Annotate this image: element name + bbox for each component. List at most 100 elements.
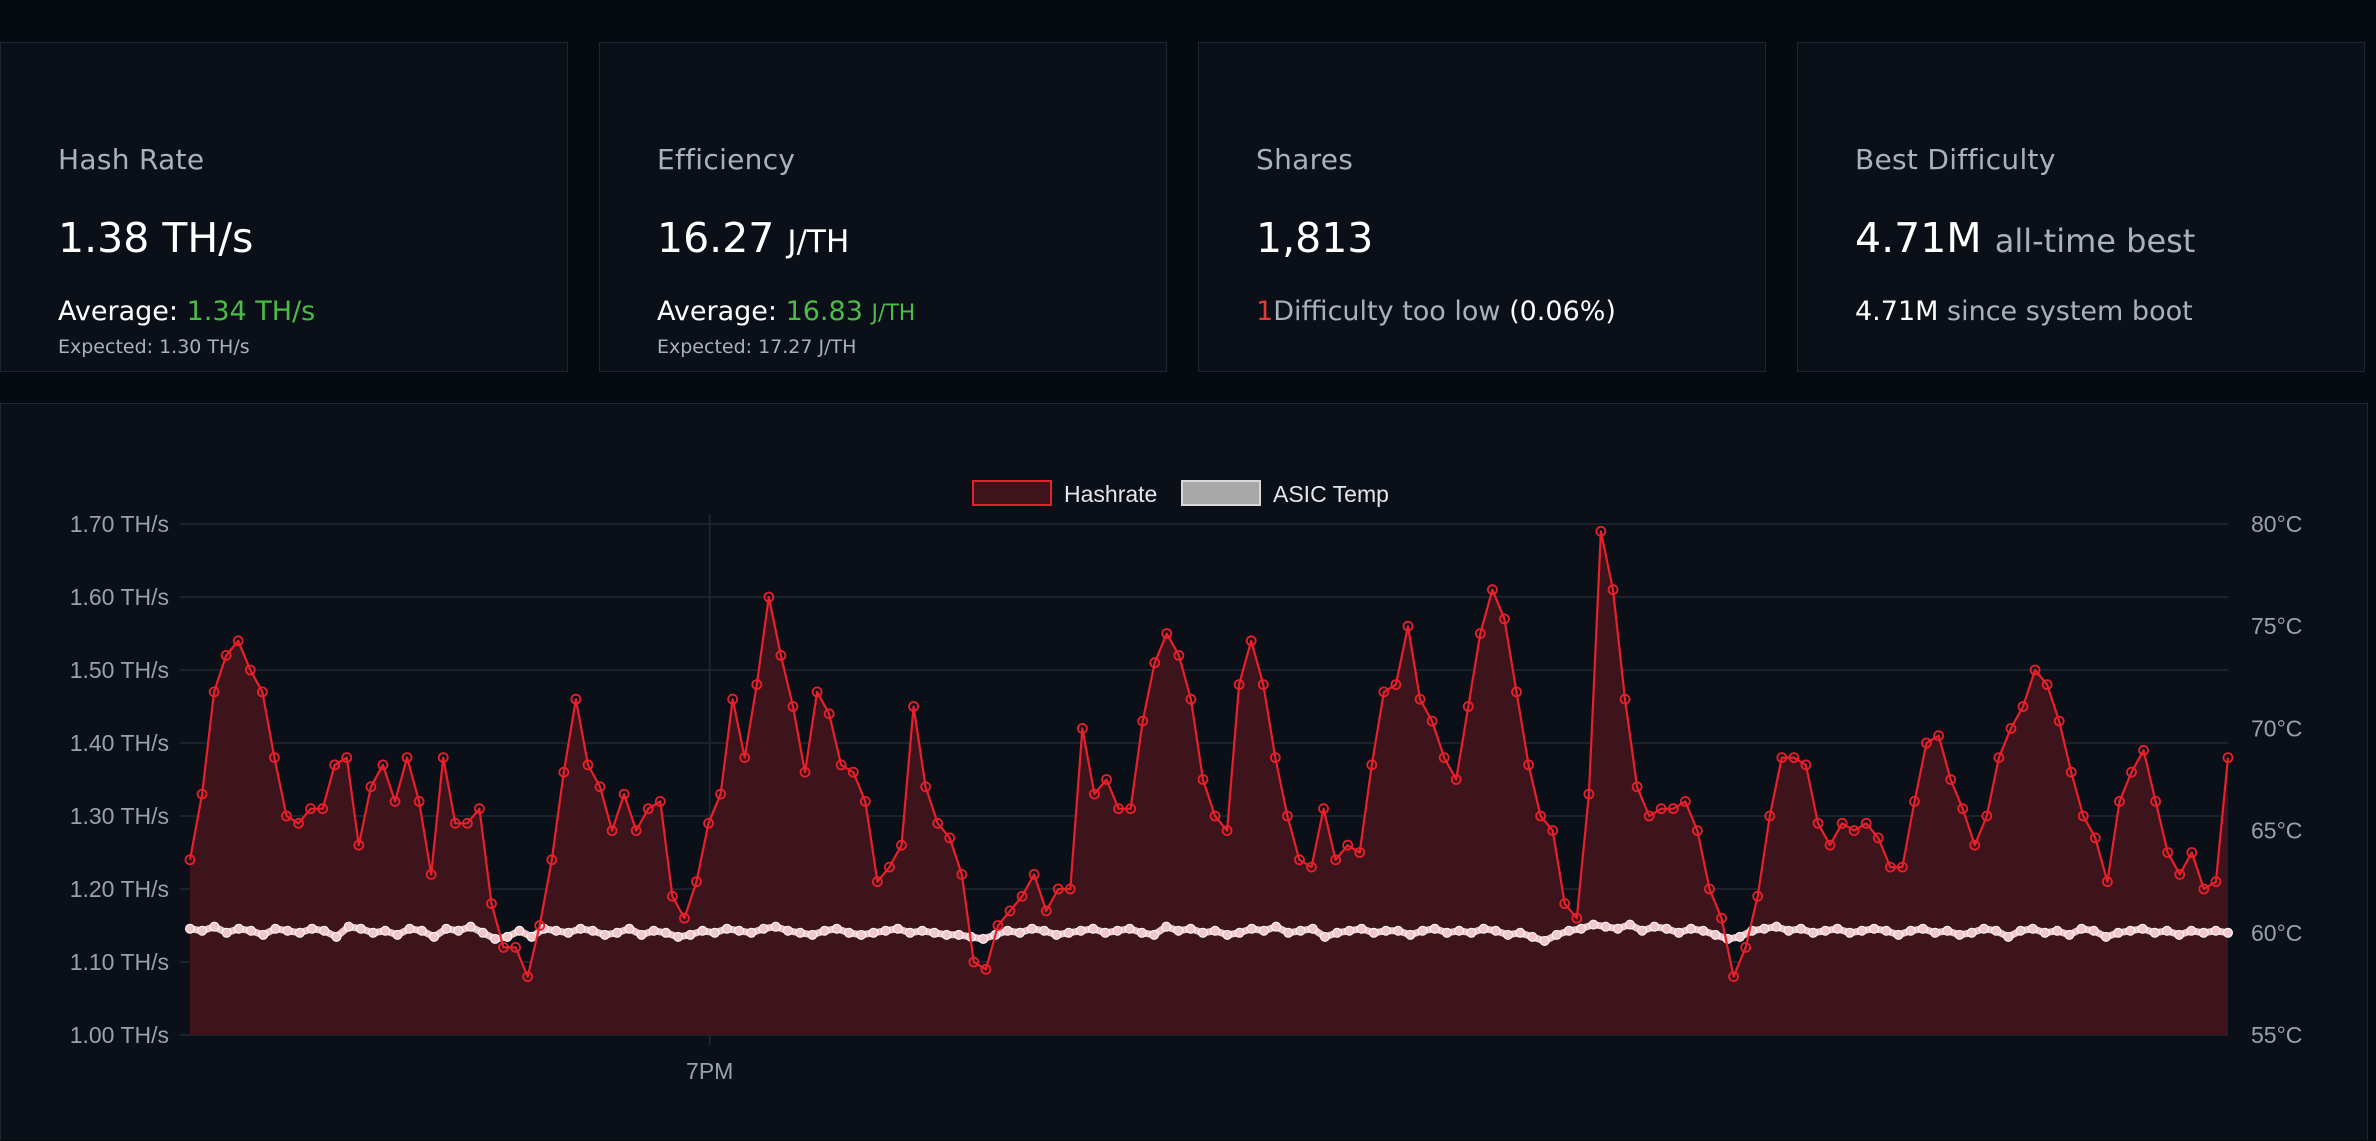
hashrate-point: [1016, 890, 1028, 902]
hashrate-point: [474, 803, 485, 815]
hashrate-point: [1426, 715, 1438, 727]
hashrate-point: [691, 876, 702, 888]
temp-point: [856, 929, 867, 940]
temp-point: [1893, 929, 1904, 940]
temp-point: [795, 927, 806, 938]
temp-point: [526, 931, 537, 942]
hashrate-point: [2186, 847, 2198, 858]
hashrate-point: [1897, 861, 1908, 873]
shares-reject-percent: (0.06%): [1509, 296, 1616, 327]
chart-axes: 1.70 TH/s 1.60 TH/s 1.50 TH/s 1.40 TH/s 1.30…: [70, 511, 2303, 1084]
temp-point: [1136, 927, 1147, 938]
hashrate-point: [1076, 722, 1088, 734]
legend-temp-swatch[interactable]: [1181, 480, 1261, 506]
temp-point: [514, 925, 525, 936]
chart-legend[interactable]: Hashrate ASIC Temp: [972, 480, 1389, 507]
legend-temp-label[interactable]: ASIC Temp: [1273, 481, 1389, 507]
hashrate-point: [1342, 839, 1354, 851]
hashrate-point: [1402, 620, 1414, 632]
hashrate-point: [884, 861, 895, 873]
shares-card: Shares 1,813 1Difficulty too low (0.06%): [1198, 42, 1766, 372]
temp-point: [1490, 925, 1501, 936]
hashrate-point: [534, 920, 546, 931]
hashrate-point: [1052, 883, 1064, 895]
hashrate-point: [2102, 876, 2113, 888]
legend-hashrate-swatch[interactable]: [972, 480, 1052, 506]
hashrate-value: 1.38 TH/s: [58, 214, 254, 262]
temp-point: [1502, 929, 1513, 940]
hashrate-point: [1836, 817, 1848, 829]
temp-point: [404, 923, 415, 934]
hashrate-series: [184, 525, 2234, 982]
hashrate-point: [498, 942, 509, 953]
hashrate-point: [1872, 832, 1884, 844]
hashrate-point: [932, 817, 944, 829]
hashrate-point: [763, 591, 775, 603]
temp-point: [1246, 923, 1257, 934]
hashrate-average-label: Average:: [58, 296, 178, 327]
hashrate-point: [1933, 730, 1944, 742]
temp-point: [648, 925, 659, 936]
hashrate-point: [1547, 825, 1559, 837]
shares-reject-count: 1: [1256, 296, 1274, 327]
hashrate-point: [787, 701, 799, 712]
hashrate-expected: Expected: 1.30 TH/s: [58, 336, 250, 358]
hashrate-point: [1462, 701, 1474, 712]
temp-point: [2223, 927, 2233, 938]
hashrate-point: [220, 649, 232, 661]
hashrate-point: [1655, 803, 1667, 815]
y-right-tick-label: 65°C: [2251, 818, 2302, 844]
temp-point: [1295, 925, 1306, 936]
hashrate-point: [1438, 752, 1450, 764]
temp-point: [1771, 921, 1782, 932]
temp-point: [233, 923, 244, 934]
hashrate-point: [2077, 810, 2089, 822]
hashrate-point: [1993, 752, 2005, 764]
hashrate-point: [1909, 795, 1920, 807]
hashrate-point: [365, 781, 377, 793]
hashrate-point: [1535, 810, 1547, 822]
hashrate-point: [715, 788, 727, 800]
y-left-tick-label: 1.10 TH/s: [70, 949, 169, 975]
temp-point: [587, 925, 598, 936]
temp-point: [282, 925, 293, 936]
hashrate-point: [1595, 525, 1607, 537]
temp-point: [1881, 925, 1892, 936]
temp-point: [1307, 923, 1318, 934]
temp-point: [1478, 923, 1489, 934]
hashrate-point: [1269, 752, 1281, 764]
hashrate-point: [2114, 795, 2125, 807]
temp-point: [880, 925, 891, 936]
hashrate-point: [2174, 868, 2186, 880]
hashrate-point: [1040, 905, 1052, 917]
best-difficulty-value: 4.71M all-time best: [1855, 214, 2195, 262]
hashrate-point: [871, 876, 883, 888]
temp-point: [1991, 925, 2002, 936]
temp-point: [1698, 925, 1709, 936]
temp-point: [1673, 927, 1684, 938]
temp-point: [477, 927, 488, 938]
hashrate-point: [1704, 883, 1715, 895]
legend-hashrate-label[interactable]: Hashrate: [1064, 481, 1157, 507]
temp-point: [2137, 923, 2148, 934]
temp-point: [2100, 931, 2111, 942]
y-left-tick-label: 1.70 TH/s: [70, 511, 169, 537]
hashrate-point: [269, 752, 280, 764]
hashrate-temp-chart[interactable]: 1.70 TH/s 1.60 TH/s 1.50 TH/s 1.40 TH/s 1.30…: [1, 404, 2367, 1141]
temp-point: [1319, 931, 1330, 942]
hashrate-point: [1173, 649, 1185, 661]
hashrate-point: [1957, 803, 1969, 815]
temp-point: [453, 925, 464, 936]
temp-point: [2149, 927, 2160, 938]
temp-point: [294, 927, 305, 938]
temp-point: [1441, 927, 1452, 938]
temp-point: [1210, 925, 1221, 936]
hashrate-average: Average: 1.34 TH/s: [58, 296, 315, 327]
efficiency-average-number: 16.83: [785, 296, 863, 327]
temp-point: [1380, 925, 1391, 936]
hashrate-point: [1884, 861, 1896, 873]
hashrate-point: [1643, 810, 1655, 822]
hashrate-point: [1812, 817, 1824, 829]
temp-point: [2174, 929, 2185, 940]
temp-point: [1149, 929, 1160, 940]
